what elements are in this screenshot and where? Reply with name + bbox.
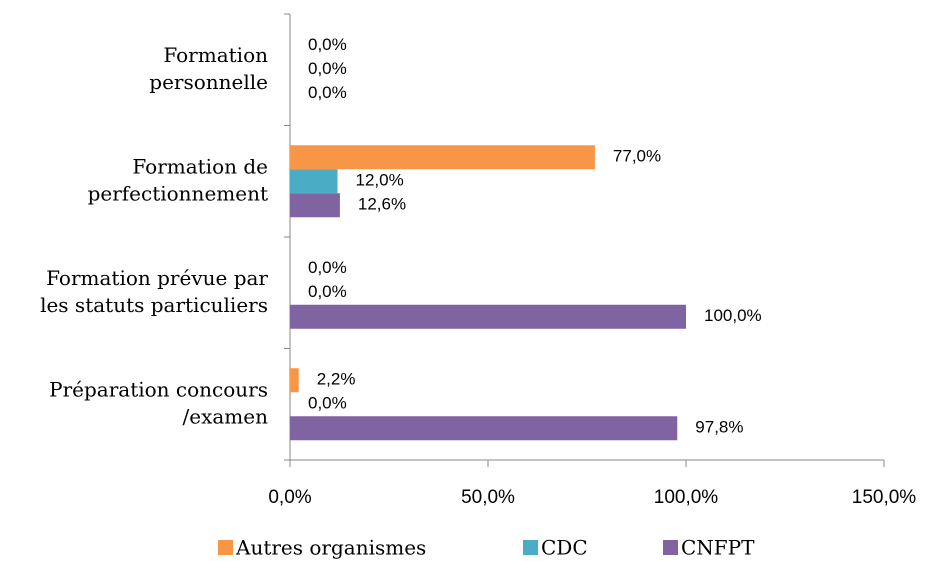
- bar: [290, 416, 678, 441]
- value-label: 77,0%: [613, 147, 661, 166]
- y-tick-label: Formation prévue par: [46, 266, 268, 290]
- y-tick-label: /examen: [183, 404, 269, 428]
- y-tick-label: Préparation concours: [49, 377, 268, 401]
- legend-label: CDC: [541, 536, 588, 560]
- value-label: 0,0%: [308, 258, 347, 277]
- y-tick-label: Formation: [163, 43, 268, 67]
- value-label: 0,0%: [308, 59, 347, 78]
- legend-label: CNFPT: [681, 536, 755, 560]
- value-label: 100,0%: [704, 306, 762, 325]
- legend-swatch: [218, 540, 233, 555]
- x-tick-label: 50,0%: [461, 487, 515, 508]
- bar: [290, 193, 340, 218]
- legend-swatch: [523, 540, 538, 555]
- value-label: 97,8%: [695, 418, 743, 437]
- y-tick-label: personnelle: [149, 70, 268, 94]
- y-tick-label: perfectionnement: [88, 181, 268, 205]
- value-label: 0,0%: [308, 282, 347, 301]
- bar: [290, 304, 686, 329]
- value-label: 0,0%: [308, 394, 347, 413]
- bar: [290, 145, 595, 170]
- value-label: 12,0%: [356, 171, 404, 190]
- legend-label: Autres organismes: [235, 536, 426, 560]
- legend-swatch: [663, 540, 678, 555]
- x-tick-label: 100,0%: [654, 487, 719, 508]
- y-tick-label: les statuts particuliers: [40, 293, 268, 317]
- bar: [290, 169, 338, 194]
- x-tick-label: 0,0%: [268, 487, 311, 508]
- bar: [290, 368, 299, 393]
- value-label: 0,0%: [308, 35, 347, 54]
- y-tick-label: Formation de: [132, 154, 268, 178]
- value-label: 12,6%: [358, 195, 406, 214]
- x-tick-label: 150,0%: [852, 487, 917, 508]
- value-label: 0,0%: [308, 83, 347, 102]
- value-label: 2,2%: [317, 370, 356, 389]
